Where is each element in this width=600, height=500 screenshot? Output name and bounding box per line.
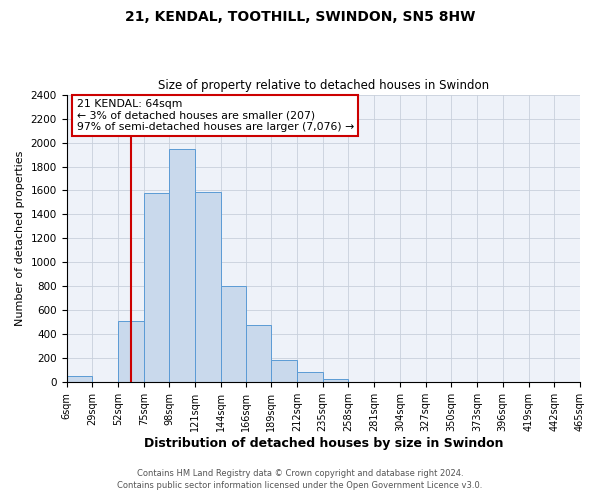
Text: 21 KENDAL: 64sqm
← 3% of detached houses are smaller (207)
97% of semi-detached : 21 KENDAL: 64sqm ← 3% of detached houses… [77, 99, 354, 132]
Y-axis label: Number of detached properties: Number of detached properties [15, 151, 25, 326]
Bar [271, 360, 297, 382]
Bar [118, 321, 144, 382]
Text: 21, KENDAL, TOOTHILL, SWINDON, SN5 8HW: 21, KENDAL, TOOTHILL, SWINDON, SN5 8HW [125, 10, 475, 24]
Bar [67, 376, 92, 382]
Bar [297, 372, 323, 382]
X-axis label: Distribution of detached houses by size in Swindon: Distribution of detached houses by size … [143, 437, 503, 450]
Bar [195, 192, 221, 382]
Title: Size of property relative to detached houses in Swindon: Size of property relative to detached ho… [158, 79, 489, 92]
Bar [245, 325, 271, 382]
Bar [144, 193, 169, 382]
Bar [221, 286, 245, 382]
Bar [169, 148, 195, 382]
Text: Contains HM Land Registry data © Crown copyright and database right 2024.
Contai: Contains HM Land Registry data © Crown c… [118, 468, 482, 490]
Bar [323, 378, 349, 382]
